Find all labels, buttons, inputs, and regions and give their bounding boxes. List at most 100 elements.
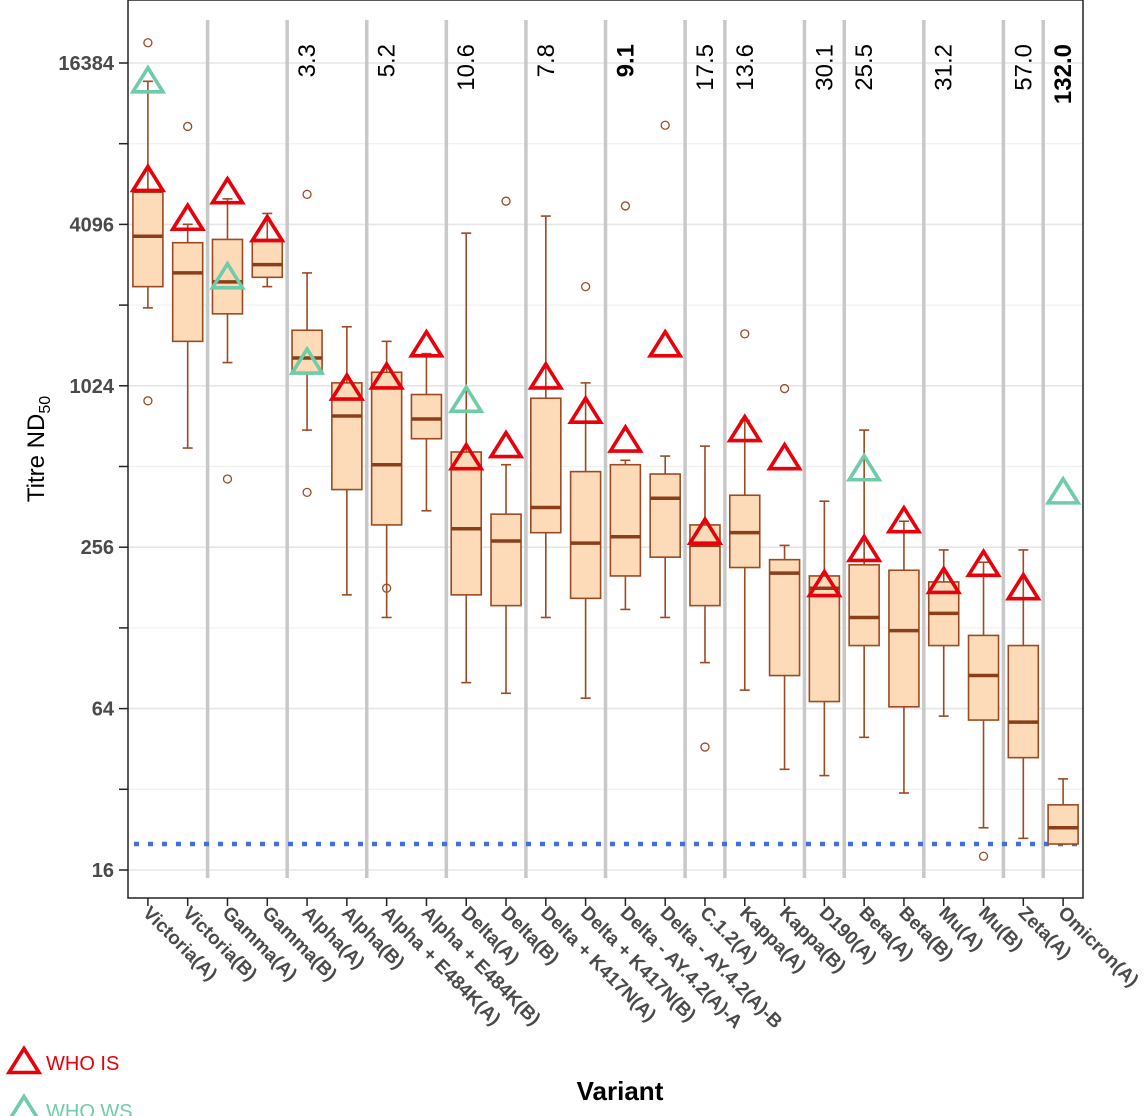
box: [132, 191, 164, 288]
box: [251, 238, 284, 279]
y-axis-title: Titre ND50: [23, 396, 54, 502]
y-axis-title-main: Titre ND: [23, 414, 50, 502]
outlier-point: [143, 38, 153, 48]
y-axis-title-subscript: 50: [37, 396, 54, 414]
who-is-marker: [965, 547, 1002, 578]
box: [410, 393, 443, 440]
outlier-point: [143, 396, 153, 406]
fold-change-label: 132.0: [1050, 44, 1077, 104]
outlier-point: [501, 196, 511, 206]
box: [649, 473, 681, 558]
box-plot: [251, 212, 284, 288]
who-is-marker: [129, 163, 167, 193]
fold-change-label: 30.1: [811, 44, 838, 91]
who-is-marker: [686, 515, 724, 545]
who-is-marker: [169, 201, 206, 232]
box-plot: [768, 383, 801, 771]
who-is-marker: [607, 423, 644, 453]
fold-change-labels: 3.3 5.2 10.6 7.8 9.1 17.5 13.6 30.1 25.5 31.2 57.0…: [294, 44, 1077, 104]
fold-change-label: 7.8: [533, 44, 560, 77]
box-plot: [1047, 778, 1079, 845]
who-is-marker: [249, 213, 286, 243]
box: [888, 569, 920, 708]
box: [569, 470, 602, 600]
box-plot: [927, 549, 960, 717]
x-axis: Victoria(A)Victoria(B)Gamma(A)Gamma(B)Al…: [138, 898, 1142, 1033]
outlier-point: [978, 851, 989, 861]
box: [967, 634, 1000, 721]
y-axis: 16 64 256 1024 4096 16384: [58, 53, 128, 882]
fold-change-label: 31.2: [931, 44, 958, 91]
box-plot: [609, 201, 642, 611]
box: [1047, 804, 1079, 845]
box-plot: [450, 232, 483, 684]
who-is-marker: [925, 565, 962, 595]
outlier-point: [779, 383, 790, 394]
plot-frame: [127, 0, 1084, 899]
who-is-marker: [447, 441, 485, 471]
who-is-marker: [328, 371, 366, 401]
box-plot: [490, 196, 522, 695]
variant-dividers: [205, 20, 1045, 878]
who-is-marker: [845, 533, 883, 563]
who-ws-marker: [209, 260, 246, 290]
box: [768, 558, 801, 677]
box-plot: [967, 561, 1000, 861]
x-axis-title: Variant: [577, 1076, 664, 1106]
box-plot: [370, 340, 403, 619]
outlier-point: [302, 189, 312, 200]
who-is-marker: [408, 328, 445, 358]
box-plot: [410, 352, 443, 512]
who-is-marker: [885, 504, 923, 534]
fold-change-label: 13.6: [732, 44, 759, 91]
x-tick-label: Mu(B): [974, 903, 1027, 956]
fold-change-label: 3.3: [294, 44, 321, 77]
box: [1007, 644, 1040, 759]
box-plot: [649, 120, 681, 619]
box: [171, 241, 204, 343]
outlier-point: [580, 281, 591, 292]
legend: WHO IS WHO WS: [5, 1045, 133, 1116]
outlier-point: [700, 742, 710, 752]
box-plot: [331, 325, 363, 596]
fold-change-label: 10.6: [453, 44, 480, 91]
who-is-marker: [567, 394, 604, 424]
box-plot: [171, 121, 204, 449]
legend-marker: [5, 1045, 43, 1075]
outlier-point: [620, 201, 631, 211]
box: [211, 238, 244, 315]
outlier-point: [740, 329, 750, 339]
who-is-marker: [209, 175, 246, 205]
fold-change-label: 9.1: [612, 44, 639, 77]
box-plot: [132, 38, 164, 406]
box: [848, 564, 880, 647]
fold-change-label: 17.5: [692, 44, 719, 91]
who-ws-marker: [129, 64, 167, 94]
outlier-point: [302, 487, 312, 498]
who-ws-marker: [288, 345, 326, 375]
outlier-point: [660, 120, 670, 130]
outlier-point: [183, 121, 193, 132]
box-plot: [728, 329, 761, 691]
outlier-point: [222, 474, 233, 484]
box-plot: [569, 281, 602, 699]
box-plot: [848, 429, 880, 739]
y-tick-label: 16: [92, 860, 114, 882]
box: [450, 451, 483, 596]
outlier-point: [381, 583, 392, 593]
y-tick-label: 256: [81, 537, 114, 559]
box-plot: [808, 500, 841, 777]
box-plot: [1007, 549, 1040, 840]
fold-change-label: 25.5: [851, 44, 878, 91]
box-plot: [888, 520, 920, 794]
who-is-marker: [806, 568, 843, 598]
box: [609, 463, 642, 577]
who-markers: [129, 64, 1082, 601]
who-ws-marker: [447, 383, 485, 414]
who-is-marker: [726, 413, 764, 443]
legend-label: WHO IS: [46, 1053, 119, 1075]
who-is-marker: [646, 328, 684, 358]
box: [370, 371, 403, 526]
box: [530, 397, 562, 534]
